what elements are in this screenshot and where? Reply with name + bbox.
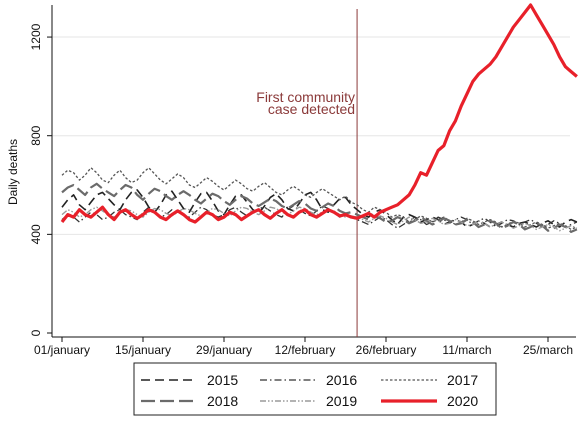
legend-box	[133, 362, 497, 416]
series-line-2015	[61, 189, 578, 228]
legend-label-2020: 2020	[447, 393, 478, 409]
legend-label-2018: 2018	[207, 393, 238, 409]
series-lines	[60, 3, 578, 233]
x-tick-label-4: 26/february	[356, 343, 417, 357]
legend-label-2017: 2017	[447, 372, 478, 388]
y-axis-ticks: 0 400 800 1200	[29, 23, 52, 336]
x-tick-label-3: 12/february	[275, 343, 336, 357]
x-axis-ticks: 01/january 15/january 29/january 12/februar…	[34, 337, 573, 357]
x-tick-label-6: 25/march	[523, 343, 573, 357]
first-case-annotation: First community case detected	[256, 9, 358, 337]
y-axis-label: Daily deaths	[6, 139, 20, 205]
legend-label-2019: 2019	[326, 393, 357, 409]
x-tick-label-5: 11/march	[442, 343, 491, 357]
y-tick-label-2: 800	[29, 125, 43, 145]
annotation-text-line-1: First community	[256, 89, 355, 105]
series-line-2020	[60, 3, 578, 224]
x-tick-label-0: 01/january	[34, 343, 90, 357]
series-line-2018	[61, 182, 578, 233]
legend-label-2015: 2015	[207, 372, 238, 388]
y-tick-label-1: 400	[29, 224, 43, 244]
series-line-2017	[61, 167, 578, 231]
series-line-2016	[61, 205, 578, 229]
gridlines	[52, 36, 570, 235]
x-tick-label-1: 15/january	[115, 343, 171, 357]
y-tick-label-3: 1200	[29, 23, 43, 50]
legend: 2015 2016 2017 2018 2019 2020	[133, 362, 497, 416]
annotation-text-line-2: case detected	[268, 101, 355, 117]
y-tick-label-0: 0	[29, 329, 43, 336]
legend-label-2016: 2016	[326, 372, 357, 388]
axes	[51, 5, 576, 338]
x-tick-label-2: 29/january	[196, 343, 252, 357]
